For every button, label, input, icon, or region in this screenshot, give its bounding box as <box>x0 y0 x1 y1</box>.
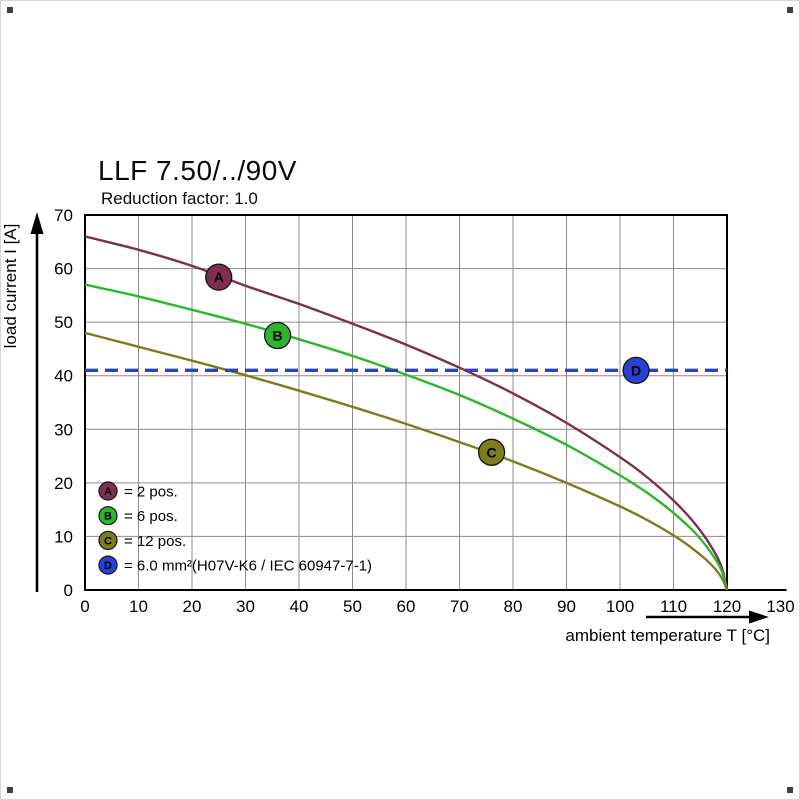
x-tick-label: 120 <box>713 597 741 616</box>
legend-letter-C: C <box>104 535 112 547</box>
x-axis-label: ambient temperature T [°C] <box>565 626 770 645</box>
marker-letter-C: C <box>487 444 497 460</box>
y-tick-label: 0 <box>64 581 73 600</box>
x-tick-label: 20 <box>183 597 202 616</box>
x-tick-label: 30 <box>236 597 255 616</box>
marker-D <box>622 356 650 385</box>
legend-letter-A: A <box>104 486 112 498</box>
corner-mark <box>7 787 13 793</box>
x-axis-arrow-head <box>749 610 769 624</box>
x-tick-label: 70 <box>450 597 469 616</box>
legend-label-D: = 6.0 mm²(H07V-K6 / IEC 60947-7-1) <box>124 558 372 575</box>
x-tick-label: 80 <box>504 597 523 616</box>
marker-letter-A: A <box>214 269 224 285</box>
legend-swatch-C <box>98 530 118 551</box>
marker-A <box>205 263 233 291</box>
y-axis-label: load current I [A] <box>1 224 20 349</box>
corner-mark <box>787 7 793 13</box>
legend-swatch-D <box>98 555 118 575</box>
legend-label-A: = 2 pos. <box>124 484 178 501</box>
x-tick-label: 100 <box>606 597 634 616</box>
legend-label-B: = 6 pos. <box>124 508 178 525</box>
curve-B <box>84 283 729 591</box>
y-tick-label: 40 <box>54 367 73 386</box>
plot-border <box>84 214 728 591</box>
chart-subtitle: Reduction factor: 1.0 <box>101 189 258 208</box>
x-tick-label: 40 <box>290 597 309 616</box>
marker-C <box>477 438 506 466</box>
marker-letter-D: D <box>631 362 641 378</box>
x-tick-label: 50 <box>343 597 362 616</box>
y-tick-label: 10 <box>54 527 73 546</box>
legend-letter-B: B <box>104 511 112 523</box>
corner-mark <box>787 787 793 793</box>
y-tick-label: 20 <box>54 474 73 493</box>
legend-letter-D: D <box>104 560 112 572</box>
x-tick-label: 90 <box>557 597 576 616</box>
marker-B <box>263 321 292 350</box>
y-tick-label: 30 <box>54 420 73 439</box>
x-tick-label: 130 <box>766 597 794 616</box>
y-tick-label: 60 <box>54 260 73 279</box>
chart-title: LLF 7.50/../90V <box>98 155 297 186</box>
y-tick-label: 70 <box>54 206 73 225</box>
marker-letter-B: B <box>273 328 283 344</box>
corner-mark <box>7 7 13 13</box>
legend-swatch-B <box>98 506 118 526</box>
legend-label-C: = 12 pos. <box>124 533 186 550</box>
x-tick-label: 0 <box>80 597 89 616</box>
y-tick-label: 50 <box>54 313 73 332</box>
y-axis-arrow-head <box>30 212 44 234</box>
legend-swatch-A <box>98 481 118 501</box>
x-tick-label: 60 <box>397 597 416 616</box>
x-tick-label: 110 <box>660 597 687 616</box>
x-tick-label: 10 <box>129 597 148 616</box>
